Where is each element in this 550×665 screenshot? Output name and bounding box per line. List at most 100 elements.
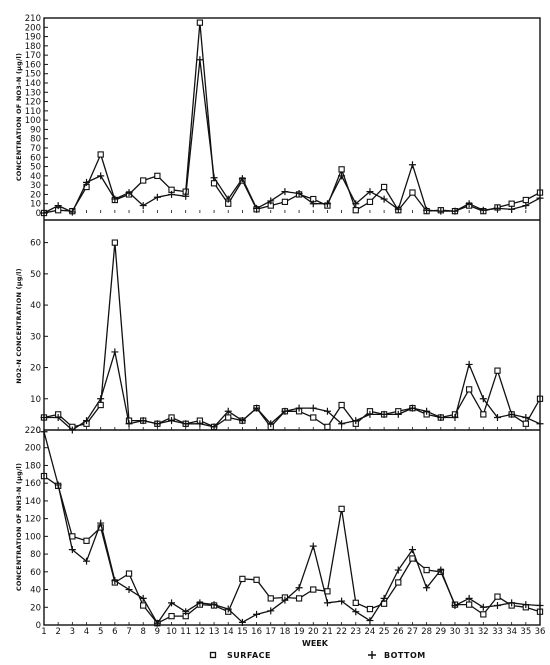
bottom-point <box>338 597 346 605</box>
bottom-point <box>83 557 91 565</box>
x-tick-label: 8 <box>140 627 145 637</box>
bottom-point <box>465 360 473 368</box>
surface-point <box>310 414 317 421</box>
surface-point <box>508 200 515 207</box>
bottom-point <box>423 407 431 415</box>
legend-surface-marker <box>209 651 217 659</box>
bottom-point <box>238 417 246 425</box>
surface-point <box>111 239 119 246</box>
surface-point <box>395 579 402 586</box>
bottom-point <box>394 410 402 418</box>
bottom-point <box>437 414 445 422</box>
bottom-point <box>54 481 62 489</box>
y-tick-label: 200 <box>25 444 41 454</box>
bottom-point <box>522 202 530 210</box>
x-tick-label: 21 <box>322 627 333 637</box>
bottom-point <box>366 617 374 625</box>
bottom-point <box>380 594 388 602</box>
x-tick-label: 9 <box>155 627 160 637</box>
bottom-point <box>238 175 246 183</box>
legend-surface-label: SURFACE <box>227 651 271 660</box>
bottom-point <box>493 602 501 609</box>
y-tick-label: 180 <box>25 461 41 471</box>
bottom-point <box>479 395 487 403</box>
surface-point <box>409 189 416 196</box>
y-tick-label: 0 <box>36 426 41 436</box>
bottom-point <box>352 608 360 616</box>
x-tick-label: 2 <box>55 627 60 637</box>
bottom-point <box>352 200 360 208</box>
bottom-point <box>465 200 473 208</box>
y-tick-label: 140 <box>25 497 41 507</box>
surface-point <box>168 612 175 620</box>
x-tick-label: 20 <box>308 627 319 637</box>
surface-point <box>83 537 90 544</box>
x-tick-label: 10 <box>166 627 177 637</box>
bottom-point <box>111 577 119 585</box>
surface-point <box>494 367 501 374</box>
x-tick-label: 6 <box>112 627 117 637</box>
surface-point <box>494 593 501 600</box>
bottom-point <box>437 566 445 574</box>
y-tick-label: 120 <box>25 515 41 525</box>
bottom-point <box>423 584 431 592</box>
panel-no2-series-bottom <box>40 348 544 434</box>
surface-point <box>465 386 473 393</box>
surface-point <box>225 414 232 421</box>
bottom-point <box>139 202 147 210</box>
y-tick-label: 30 <box>30 332 41 342</box>
surface-point <box>69 533 76 540</box>
y-tick-label: 70 <box>30 144 41 154</box>
plot-border <box>43 17 541 626</box>
bottom-point <box>224 407 232 415</box>
bottom-point <box>394 205 402 213</box>
x-tick-label: 31 <box>464 627 475 637</box>
bottom-point <box>253 610 261 618</box>
bottom-point <box>479 206 487 214</box>
x-tick-label: 18 <box>280 627 291 637</box>
y-tick-label: 0 <box>36 209 41 219</box>
x-tick-label: 5 <box>98 627 103 637</box>
bottom-point <box>366 410 374 418</box>
y-tick-label: 210 <box>25 14 41 24</box>
x-axis-label: WEEK <box>302 639 329 648</box>
bottom-point <box>267 420 275 428</box>
panel-nh3-ylabel: CONCENTRATION OF NH3-N (µg/l) <box>15 463 23 591</box>
surface-point <box>295 595 303 602</box>
bottom-point <box>522 414 530 422</box>
x-tick-label: 7 <box>126 627 131 637</box>
bottom-point <box>253 204 261 212</box>
panel-nh3-grid: 0 20 40 60 80 100 120 140 160 180 200 220 <box>25 426 541 631</box>
bottom-point <box>451 602 459 609</box>
legend-bottom-marker <box>368 651 376 659</box>
x-tick-label: 17 <box>265 627 276 637</box>
y-tick-label: 160 <box>25 60 41 70</box>
bottom-point <box>408 404 416 412</box>
bottom-line <box>43 59 541 214</box>
surface-point <box>338 166 345 173</box>
bottom-point <box>352 417 360 425</box>
y-tick-label: 160 <box>25 479 41 489</box>
legend-bottom-label: BOTTOM <box>384 651 426 660</box>
bottom-point <box>281 188 289 196</box>
surface-point <box>352 599 359 606</box>
y-tick-label: 30 <box>30 181 41 191</box>
panel-no3-ylabel: CONCENTRATION OF NO3-N (µg/l) <box>15 53 23 181</box>
surface-point <box>310 586 317 593</box>
bottom-point <box>408 546 416 554</box>
y-tick-label: 40 <box>30 301 41 311</box>
x-tick-label: 4 <box>84 627 89 637</box>
bottom-point <box>451 207 459 215</box>
bottom-point <box>97 395 105 403</box>
y-tick-label: 40 <box>30 586 41 596</box>
surface-point <box>239 575 246 583</box>
surface-point <box>267 595 274 602</box>
bottom-point <box>508 410 516 418</box>
bottom-point <box>153 420 161 428</box>
bottom-point <box>423 206 431 214</box>
x-tick-label: 1 <box>41 627 46 637</box>
bottom-point <box>182 192 190 200</box>
x-tick-label: 27 <box>407 627 418 637</box>
y-tick-label: 10 <box>30 200 41 210</box>
y-tick-label: 60 <box>30 239 41 249</box>
